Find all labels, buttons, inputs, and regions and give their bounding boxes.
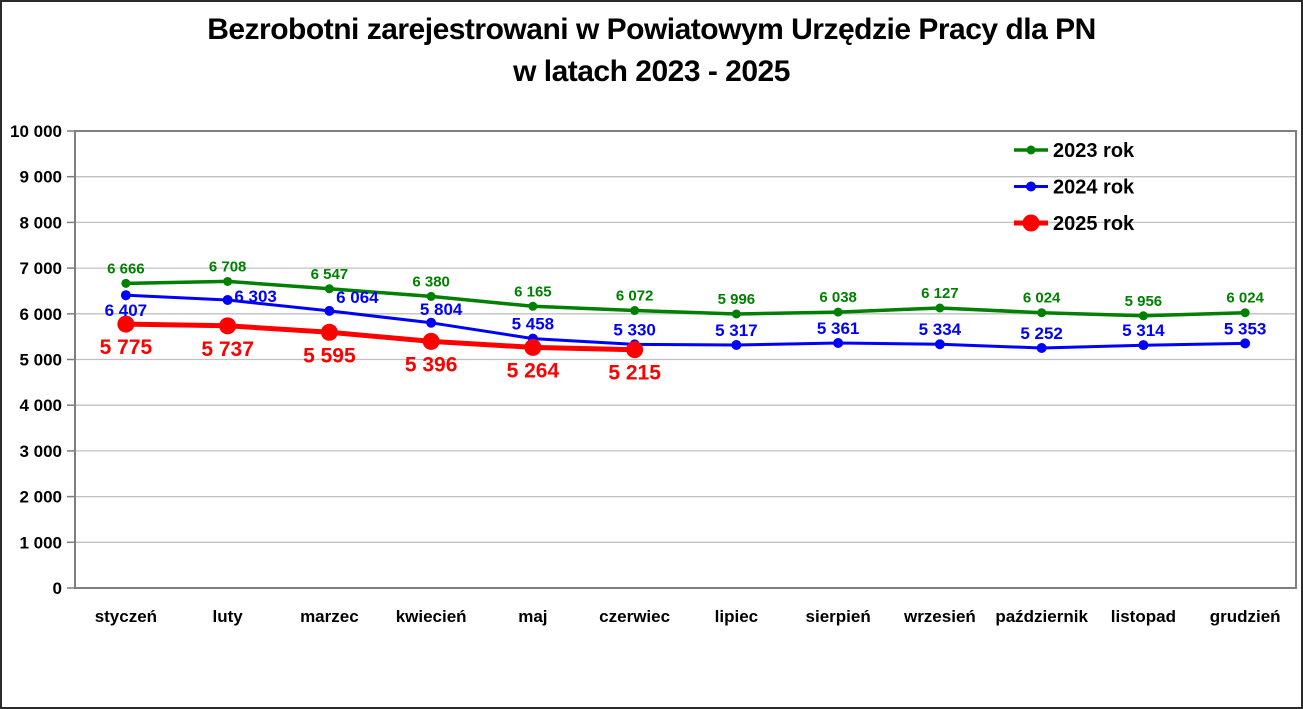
- chart-title-line1: Bezrobotni zarejestrowani w Powiatowym U…: [207, 13, 1096, 46]
- data-point: [1240, 308, 1250, 318]
- data-point: [524, 338, 542, 356]
- data-point: [833, 307, 843, 317]
- data-label: 6 547: [311, 266, 349, 283]
- data-point: [630, 306, 640, 316]
- legend-item-2024-rok: 2024 rok: [1014, 177, 1135, 199]
- data-label: 5 595: [303, 344, 356, 367]
- legend-label: 2024 rok: [1053, 177, 1135, 199]
- data-label: 6 024: [1226, 290, 1264, 307]
- data-label: 6 666: [107, 260, 145, 277]
- x-axis-label: marzec: [300, 607, 359, 626]
- y-axis-label: 2 000: [19, 488, 62, 507]
- data-point: [223, 276, 233, 286]
- series-line-2025-rok: [125, 321, 635, 353]
- data-point: [121, 278, 131, 288]
- y-axis-label: 4 000: [19, 396, 62, 415]
- data-point: [1036, 342, 1047, 353]
- legend-item-2025-rok: 2025 rok: [1014, 213, 1135, 235]
- x-axis-label: styczeń: [95, 607, 157, 626]
- data-point: [1240, 338, 1251, 349]
- series-line-2024-rok: [125, 293, 1246, 350]
- data-point: [320, 323, 338, 341]
- data-label: 5 956: [1125, 293, 1163, 310]
- data-point: [120, 290, 131, 301]
- data-point: [219, 317, 237, 335]
- data-point: [935, 303, 945, 313]
- y-axis-label: 10 000: [10, 122, 62, 141]
- data-point: [1037, 308, 1047, 318]
- data-label: 6 380: [412, 273, 450, 290]
- data-label: 5 458: [512, 315, 555, 334]
- y-axis-label: 3 000: [19, 442, 62, 461]
- data-label: 6 024: [1023, 290, 1061, 307]
- y-axis-label: 5 000: [19, 351, 62, 370]
- data-label: 6 708: [209, 258, 247, 275]
- data-label: 5 996: [718, 291, 756, 308]
- data-label: 5 252: [1020, 324, 1063, 343]
- x-axis-label: październik: [995, 607, 1088, 626]
- data-point: [324, 305, 335, 316]
- data-label: 5 264: [507, 359, 560, 382]
- data-label: 5 737: [201, 338, 254, 361]
- data-point: [833, 338, 844, 349]
- x-axis-label: listopad: [1111, 607, 1176, 626]
- data-label: 5 317: [715, 321, 758, 340]
- data-point: [1138, 340, 1149, 351]
- data-label: 6 127: [921, 285, 959, 302]
- x-axis-label: lipiec: [715, 607, 758, 626]
- chart-title: Bezrobotni zarejestrowani w Powiatowym U…: [0, 9, 1303, 93]
- data-point: [324, 284, 334, 294]
- series-line-2023-rok: [125, 279, 1246, 318]
- data-point: [222, 294, 233, 305]
- data-label: 6 407: [105, 301, 148, 320]
- legend-marker: [1026, 145, 1036, 155]
- data-point: [422, 332, 440, 350]
- chart-title-line2: w latach 2023 - 2025: [513, 55, 790, 88]
- legend-marker: [1026, 181, 1036, 192]
- data-label: 5 361: [817, 319, 860, 338]
- y-axis-label: 8 000: [19, 213, 62, 232]
- y-axis-label: 9 000: [19, 168, 62, 187]
- data-point: [626, 341, 644, 359]
- y-axis-label: 7 000: [19, 259, 62, 278]
- data-point: [1138, 311, 1148, 321]
- data-point: [934, 339, 945, 350]
- data-label: 5 804: [420, 300, 463, 319]
- data-label: 6 072: [616, 288, 654, 305]
- y-axis-label: 1 000: [19, 533, 62, 552]
- data-label: 5 775: [100, 336, 153, 359]
- data-point: [731, 309, 741, 319]
- data-label: 5 334: [919, 320, 962, 339]
- data-point: [117, 315, 135, 333]
- data-label: 5 353: [1224, 319, 1267, 338]
- x-axis-label: luty: [213, 607, 244, 626]
- data-label: 5 330: [613, 320, 656, 339]
- data-label: 6 303: [234, 287, 277, 306]
- x-axis-label: czerwiec: [599, 607, 670, 626]
- data-label: 5 396: [405, 353, 458, 376]
- legend-label: 2023 rok: [1053, 140, 1135, 162]
- y-axis-label: 6 000: [19, 305, 62, 324]
- x-axis-label: sierpień: [806, 607, 871, 626]
- data-label: 5 215: [608, 362, 661, 385]
- data-point: [528, 301, 538, 311]
- data-point: [731, 340, 742, 351]
- data-label: 6 038: [819, 289, 857, 306]
- data-label: 6 064: [336, 288, 379, 307]
- legend-marker: [1022, 214, 1040, 232]
- y-axis-label: 0: [53, 579, 62, 598]
- data-point: [426, 291, 436, 301]
- data-label: 5 314: [1122, 321, 1165, 340]
- legend-label: 2025 rok: [1053, 213, 1135, 235]
- data-point: [426, 317, 437, 328]
- data-label: 6 165: [514, 283, 552, 300]
- x-axis-label: wrzesień: [903, 607, 976, 626]
- legend-item-2023-rok: 2023 rok: [1014, 140, 1135, 162]
- x-axis-label: grudzień: [1210, 607, 1281, 626]
- x-axis-label: maj: [518, 607, 547, 626]
- x-axis-label: kwiecień: [396, 607, 467, 626]
